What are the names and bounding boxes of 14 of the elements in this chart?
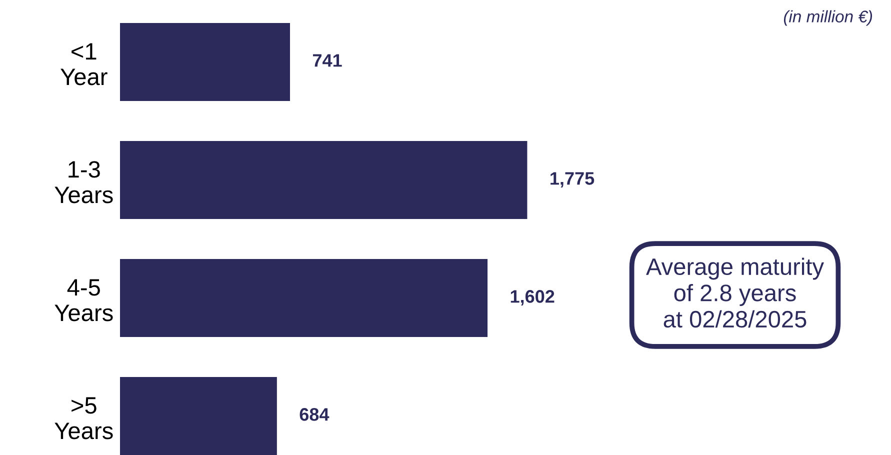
- text: Average maturity of 2.8 years at 02/28/2025: [646, 258, 824, 328]
- y-tick-label: 4-5 Years: [54, 279, 113, 322]
- data-label: 1,602: [510, 290, 554, 306]
- bar: [120, 23, 290, 101]
- data-label: 684: [300, 408, 330, 421]
- text: (in million €): [784, 10, 872, 26]
- bar: [120, 141, 528, 219]
- y-tick-label: >5 Years: [54, 397, 113, 440]
- bar: [120, 377, 277, 455]
- y-tick-label: 1-3 Years: [54, 161, 113, 204]
- data-label: 741: [313, 54, 342, 67]
- y-tick-label: <1 Year: [60, 43, 108, 86]
- data-label: 1,775: [550, 172, 594, 188]
- bar: [120, 259, 488, 337]
